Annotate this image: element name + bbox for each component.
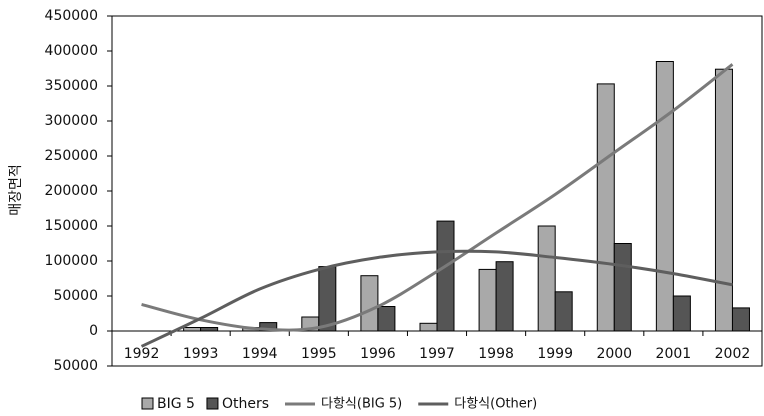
trendline (140, 249, 733, 348)
bar (672, 295, 691, 332)
bar (419, 322, 438, 332)
legend-label: 다항식(Other) (454, 397, 537, 412)
y-tick-label: 200000 (45, 183, 98, 199)
bar (360, 275, 379, 332)
y-tick-label: 400000 (45, 43, 98, 59)
bar (613, 243, 632, 332)
y-tick-label: 50000 (53, 358, 98, 374)
bar (714, 68, 733, 332)
bar (318, 266, 337, 332)
y-tick-label: 250000 (45, 148, 98, 164)
bar (554, 291, 573, 332)
x-tick-label: 1995 (301, 346, 337, 362)
y-tick-label: 350000 (45, 78, 98, 94)
x-tick-label: 2002 (715, 346, 751, 362)
x-tick-label: 1996 (360, 346, 396, 362)
x-tick-label: 1998 (478, 346, 514, 362)
legend-swatch (206, 397, 219, 410)
bar (183, 327, 202, 332)
bar (596, 83, 615, 332)
y-tick-label: 100000 (45, 253, 98, 269)
y-tick-label: 300000 (45, 113, 98, 129)
legend-label: BIG 5 (157, 396, 195, 412)
x-tick-label: 2000 (596, 346, 632, 362)
y-tick-label: 50000 (53, 288, 98, 304)
bar (377, 306, 396, 332)
bar (200, 327, 219, 332)
legend-swatch (141, 397, 154, 410)
bar (436, 220, 455, 332)
x-tick-label: 1997 (419, 346, 455, 362)
legend-label: Others (222, 396, 269, 412)
x-tick-label: 1994 (242, 346, 278, 362)
bar (259, 322, 278, 332)
bar (655, 61, 674, 332)
bar (537, 225, 556, 332)
y-axis-label: 매장면적 (8, 164, 24, 216)
y-tick-label: 0 (89, 323, 98, 339)
x-tick-label: 1992 (124, 346, 160, 362)
x-tick-label: 2001 (656, 346, 692, 362)
trendline (141, 63, 734, 332)
x-tick-label: 1993 (183, 346, 219, 362)
bar (495, 261, 514, 332)
legend-label: 다항식(BIG 5) (321, 397, 402, 412)
y-tick-label: 150000 (45, 218, 98, 234)
bar (478, 268, 497, 332)
y-tick-label: 450000 (45, 8, 98, 24)
bar (731, 307, 750, 332)
x-tick-label: 1999 (537, 346, 573, 362)
